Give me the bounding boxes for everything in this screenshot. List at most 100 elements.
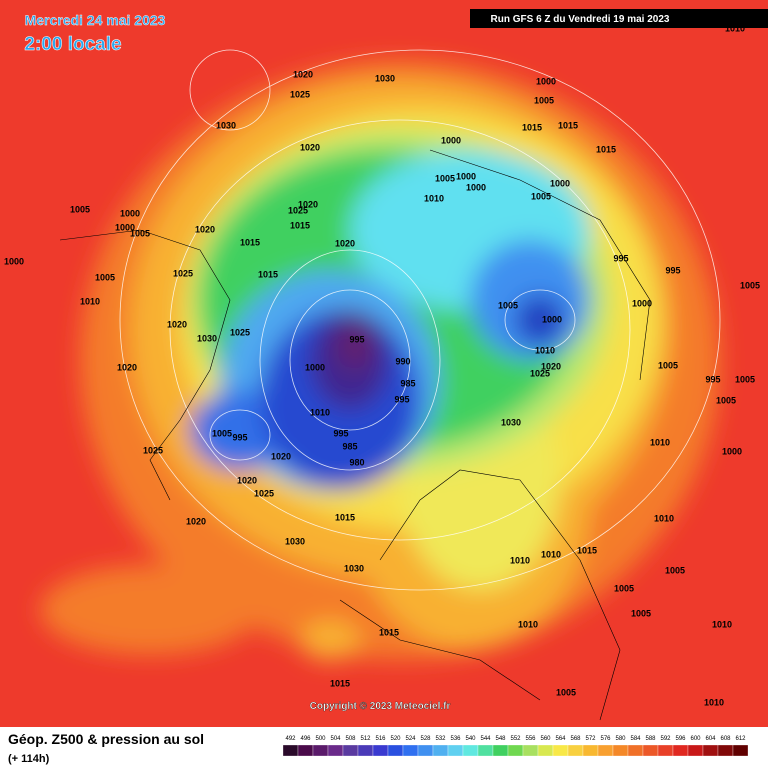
isobar-label: 1000 (632, 298, 652, 308)
isobar-label: 995 (394, 394, 409, 404)
isobar-label: 980 (349, 457, 364, 467)
isobar-label: 995 (665, 265, 680, 275)
isobar-label: 1000 (536, 76, 556, 86)
scale-label: 500 (315, 736, 326, 742)
scale-swatch (342, 744, 359, 757)
field (0, 0, 768, 727)
scale-label: 568 (570, 736, 581, 742)
scale-swatch (627, 744, 644, 757)
isobar-label: 995 (333, 428, 348, 438)
scale-swatch (447, 744, 464, 757)
isobar-label: 1015 (577, 545, 597, 555)
isobar-label: 1020 (167, 319, 187, 329)
isobar-label: 1010 (80, 296, 100, 306)
isobar-label: 1015 (558, 120, 578, 130)
isobar-label: 995 (613, 253, 628, 263)
scale-label: 580 (615, 736, 626, 742)
isobar-label: 1010 (510, 555, 530, 565)
isobar-label: 1000 (4, 256, 24, 266)
scale-label: 604 (705, 736, 716, 742)
scale-label: 560 (540, 736, 551, 742)
isobar-label: 1010 (650, 437, 670, 447)
isobar-label: 1005 (498, 300, 518, 310)
isobar-label: 1005 (614, 583, 634, 593)
isobar-label: 1020 (117, 362, 137, 372)
scale-label: 588 (645, 736, 656, 742)
scale-swatch (732, 744, 749, 757)
scale-swatch (702, 744, 719, 757)
scale-label: 592 (660, 736, 671, 742)
isobar-label: 1025 (288, 205, 308, 215)
isobar-label: 1005 (70, 204, 90, 214)
isobar-label: 1030 (285, 536, 305, 546)
scale-label: 572 (585, 736, 596, 742)
scale-label: 528 (420, 736, 431, 742)
isobar-label: 1015 (522, 122, 542, 132)
isobar-label: 1015 (290, 220, 310, 230)
scale-swatch (282, 744, 299, 757)
isobar-label: 1005 (740, 280, 760, 290)
run-info: Run GFS 6 Z du Vendredi 19 mai 2023 (491, 14, 670, 25)
scale-label: 548 (495, 736, 506, 742)
isobar-label: 1000 (120, 208, 140, 218)
isobar-label: 1015 (379, 627, 399, 637)
isobar-label: 1015 (240, 237, 260, 247)
scale-label: 520 (390, 736, 401, 742)
scale-swatch (492, 744, 509, 757)
isobar-labels: 1020 1030 1025 1030 1000 1005 1015 1015 1015 1020… (4, 23, 760, 707)
isobar-label: 1010 (541, 549, 561, 559)
scale-label: 584 (630, 736, 641, 742)
isobar-label: 1000 (722, 446, 742, 456)
isobar-label: 1025 (254, 488, 274, 498)
scale-swatch (612, 744, 629, 757)
scale-label: 532 (435, 736, 446, 742)
scale-label: 564 (555, 736, 566, 742)
isobar-label: 1030 (344, 563, 364, 573)
isobar-label: 1020 (271, 451, 291, 461)
copyright: Copyright © 2023 Meteociel.fr (310, 701, 451, 712)
isobar-label: 1005 (130, 228, 150, 238)
isobar-label: 1005 (534, 95, 554, 105)
isobar-label: 1005 (95, 272, 115, 282)
scale-swatch (567, 744, 584, 757)
isobar-label: 1025 (143, 445, 163, 455)
isobar-label: 1010 (704, 697, 724, 707)
scale-swatch (387, 744, 404, 757)
isobar-label: 1000 (305, 362, 325, 372)
isobar-label: 1020 (293, 69, 313, 79)
date: Mercredi 24 mai 2023 (25, 12, 166, 28)
isobar-label: 1010 (535, 345, 555, 355)
isobar-label: 1000 (550, 178, 570, 188)
isobar-label: 1030 (216, 120, 236, 130)
isobar-label: 1005 (556, 687, 576, 697)
scale-label: 524 (405, 736, 416, 742)
scale-swatch (357, 744, 374, 757)
isobar-label: 1030 (501, 417, 521, 427)
scale-swatch (522, 744, 539, 757)
isobar-label: 1005 (631, 608, 651, 618)
scale-swatch (537, 744, 554, 757)
scale-swatch (402, 744, 419, 757)
scale-label: 508 (345, 736, 356, 742)
isobar-label: 1005 (665, 565, 685, 575)
isobar-label: 1010 (518, 619, 538, 629)
isobar-label: 1005 (716, 395, 736, 405)
isobar-label: 1005 (435, 173, 455, 183)
isobar-label: 1010 (712, 619, 732, 629)
isobar-label: 1005 (531, 191, 551, 201)
isobar-label: 1030 (197, 333, 217, 343)
scale-label: 596 (675, 736, 686, 742)
footer-lead: (+ 114h) (8, 753, 50, 765)
scale-swatch (657, 744, 674, 757)
scale-label: 540 (465, 736, 476, 742)
isobar-label: 1030 (375, 73, 395, 83)
isobar-label: 1015 (596, 144, 616, 154)
isobar-label: 1020 (186, 516, 206, 526)
scale-swatch (672, 744, 689, 757)
scale-label: 492 (285, 736, 296, 742)
scale-swatch (582, 744, 599, 757)
isobar-label: 1005 (735, 374, 755, 384)
isobar-label: 985 (342, 441, 357, 451)
isobar-label: 1005 (212, 428, 232, 438)
